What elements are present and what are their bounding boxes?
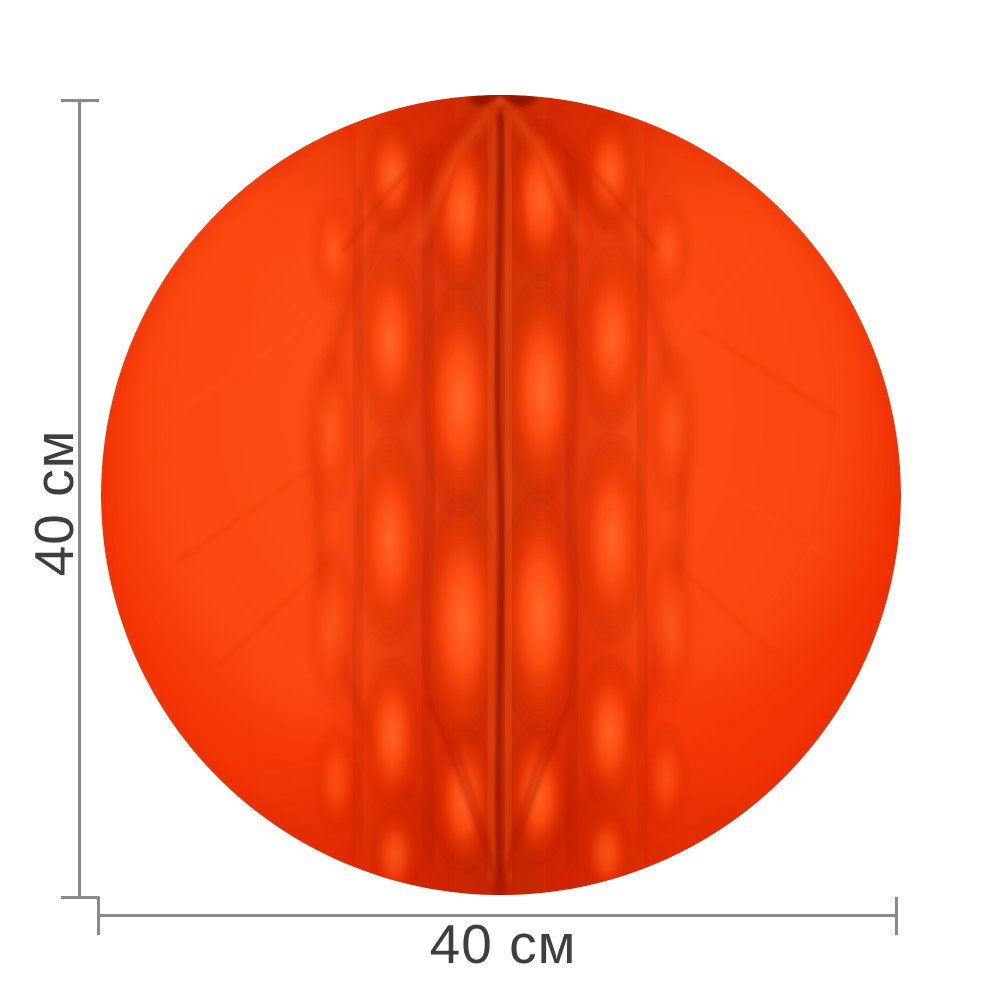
- height-line: [78, 100, 81, 898]
- width-label: 40 см: [429, 913, 577, 975]
- honeycomb-band: [304, 95, 698, 895]
- bottom-pleats: [427, 697, 573, 895]
- honeycomb-cells: [304, 112, 698, 895]
- top-pleats: [343, 96, 657, 262]
- width-line: [98, 914, 897, 917]
- center-seam: [469, 95, 537, 895]
- height-label: 40 см: [23, 429, 85, 577]
- width-line-right-cap: [895, 897, 898, 935]
- height-line-top-cap: [61, 99, 99, 102]
- height-line-bottom-cap: [61, 896, 99, 899]
- side-facets: [163, 248, 837, 667]
- width-line-left-cap: [97, 897, 100, 935]
